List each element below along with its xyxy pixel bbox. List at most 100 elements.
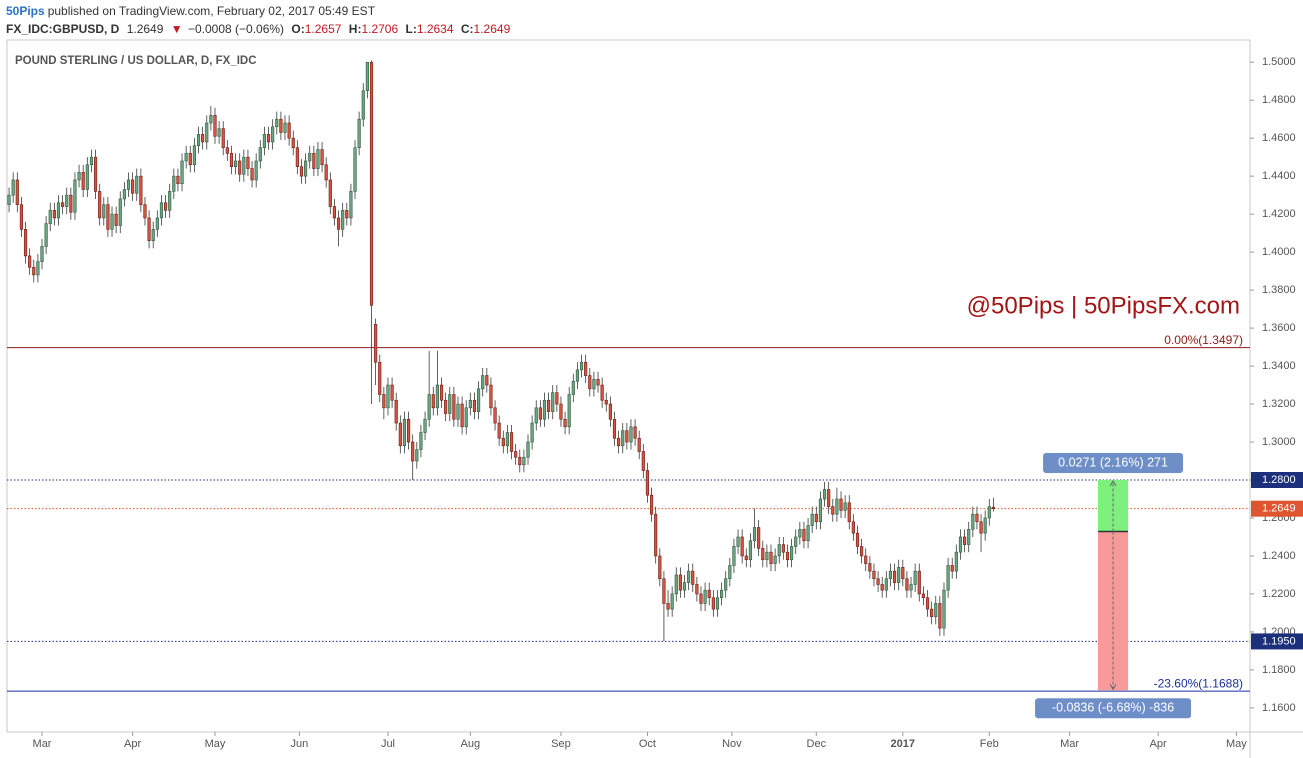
y-tick-label: 1.2400	[1262, 550, 1296, 562]
candle-body	[946, 565, 950, 591]
low-value: 1.2634	[416, 22, 454, 36]
candle-body	[950, 565, 954, 572]
candle-body	[398, 422, 402, 447]
candle-body	[56, 202, 61, 219]
candle-body	[509, 432, 514, 452]
candle-body	[975, 513, 979, 523]
candle-body	[798, 529, 802, 538]
candle-body	[69, 194, 73, 213]
target-label: 0.0271 (2.16%) 271	[1058, 455, 1168, 469]
x-tick-label: Feb	[980, 738, 999, 750]
plot: 1.16001.18001.20001.22001.24001.26001.28…	[7, 56, 1303, 750]
candle-body	[810, 513, 814, 526]
candle-body	[419, 432, 423, 450]
y-tick-label: 1.3400	[1262, 360, 1296, 372]
candle-body	[563, 418, 567, 428]
candle-body	[205, 122, 209, 143]
candle-body	[316, 149, 320, 169]
arrow-head	[1109, 480, 1117, 487]
symbol: FX_IDC:GBPUSD, D	[6, 22, 120, 36]
candle-body	[188, 153, 192, 166]
candle-body	[501, 437, 505, 447]
candle-body	[497, 422, 501, 439]
candle-body	[567, 394, 571, 428]
candle-body	[678, 574, 682, 591]
x-tick-label: Dec	[807, 738, 827, 750]
candle-body	[213, 115, 217, 137]
candle-body	[201, 134, 205, 143]
candle-body	[36, 261, 40, 276]
candle-body	[757, 527, 761, 549]
candle-body	[291, 137, 295, 148]
candle-body	[806, 525, 810, 542]
candle-body	[11, 179, 15, 196]
candle-body	[369, 61, 374, 306]
price-tag	[1251, 633, 1303, 650]
y-tick-label: 1.4400	[1262, 170, 1296, 182]
candle-body	[472, 399, 477, 412]
candle-body	[547, 399, 551, 412]
candle-body	[439, 384, 444, 401]
candle-body	[7, 194, 11, 205]
candle-body	[720, 589, 724, 599]
candle-body	[958, 536, 963, 553]
candle-body	[575, 369, 580, 382]
candle-body	[312, 153, 316, 169]
candle-body	[192, 145, 196, 166]
candle-body	[674, 574, 678, 595]
candle-body	[637, 437, 641, 452]
candle-body	[649, 494, 654, 515]
y-tick-label: 1.3200	[1262, 398, 1296, 410]
candle-body	[794, 536, 798, 547]
candle-body	[77, 172, 81, 181]
candle-body	[110, 213, 114, 230]
candle-body	[534, 407, 538, 424]
candle-body	[600, 384, 604, 401]
x-tick-label: Mar	[1060, 738, 1079, 750]
candle-body	[579, 361, 584, 371]
candle-body	[308, 153, 312, 162]
candle-body	[954, 551, 958, 572]
level-label: 0.00%(1.3497)	[1164, 333, 1243, 347]
candle-body	[93, 156, 98, 192]
candle-body	[250, 168, 254, 181]
author[interactable]: 50Pips	[6, 4, 45, 18]
candle-body	[242, 156, 246, 175]
candle-body	[143, 204, 147, 219]
candle-body	[691, 570, 695, 585]
candle-body	[65, 194, 69, 207]
price-tag	[1251, 500, 1303, 517]
arrow-head	[1109, 683, 1117, 691]
x-tick-label: Apr	[124, 738, 141, 750]
candle-body	[209, 115, 213, 124]
candle-body	[827, 489, 831, 507]
candle-body	[295, 147, 299, 167]
candle-body	[522, 456, 526, 466]
candle-body	[48, 210, 52, 224]
candle-body	[608, 403, 612, 420]
candle-body	[52, 210, 56, 219]
stop-label-box	[1035, 698, 1192, 719]
candle-body	[938, 603, 942, 629]
candle-body	[695, 584, 699, 595]
loss-zone	[1098, 531, 1129, 691]
candle-body	[23, 229, 28, 257]
candle-body	[872, 570, 876, 580]
candle-body	[159, 202, 164, 219]
x-tick-label: Apr	[1150, 738, 1167, 750]
candle-body	[493, 407, 497, 424]
candle-body	[40, 246, 44, 262]
candle-body	[435, 384, 439, 409]
candle-body	[234, 160, 238, 167]
candle-body	[682, 582, 687, 591]
x-tick-label: Sep	[551, 738, 571, 750]
candle-body	[415, 449, 419, 462]
candle-body	[19, 204, 23, 230]
candle-body	[773, 555, 777, 564]
candle-body	[897, 567, 901, 583]
candle-body	[781, 544, 785, 553]
candle-body	[831, 506, 835, 515]
candle-body	[860, 546, 864, 557]
x-tick-label: May	[205, 738, 226, 750]
